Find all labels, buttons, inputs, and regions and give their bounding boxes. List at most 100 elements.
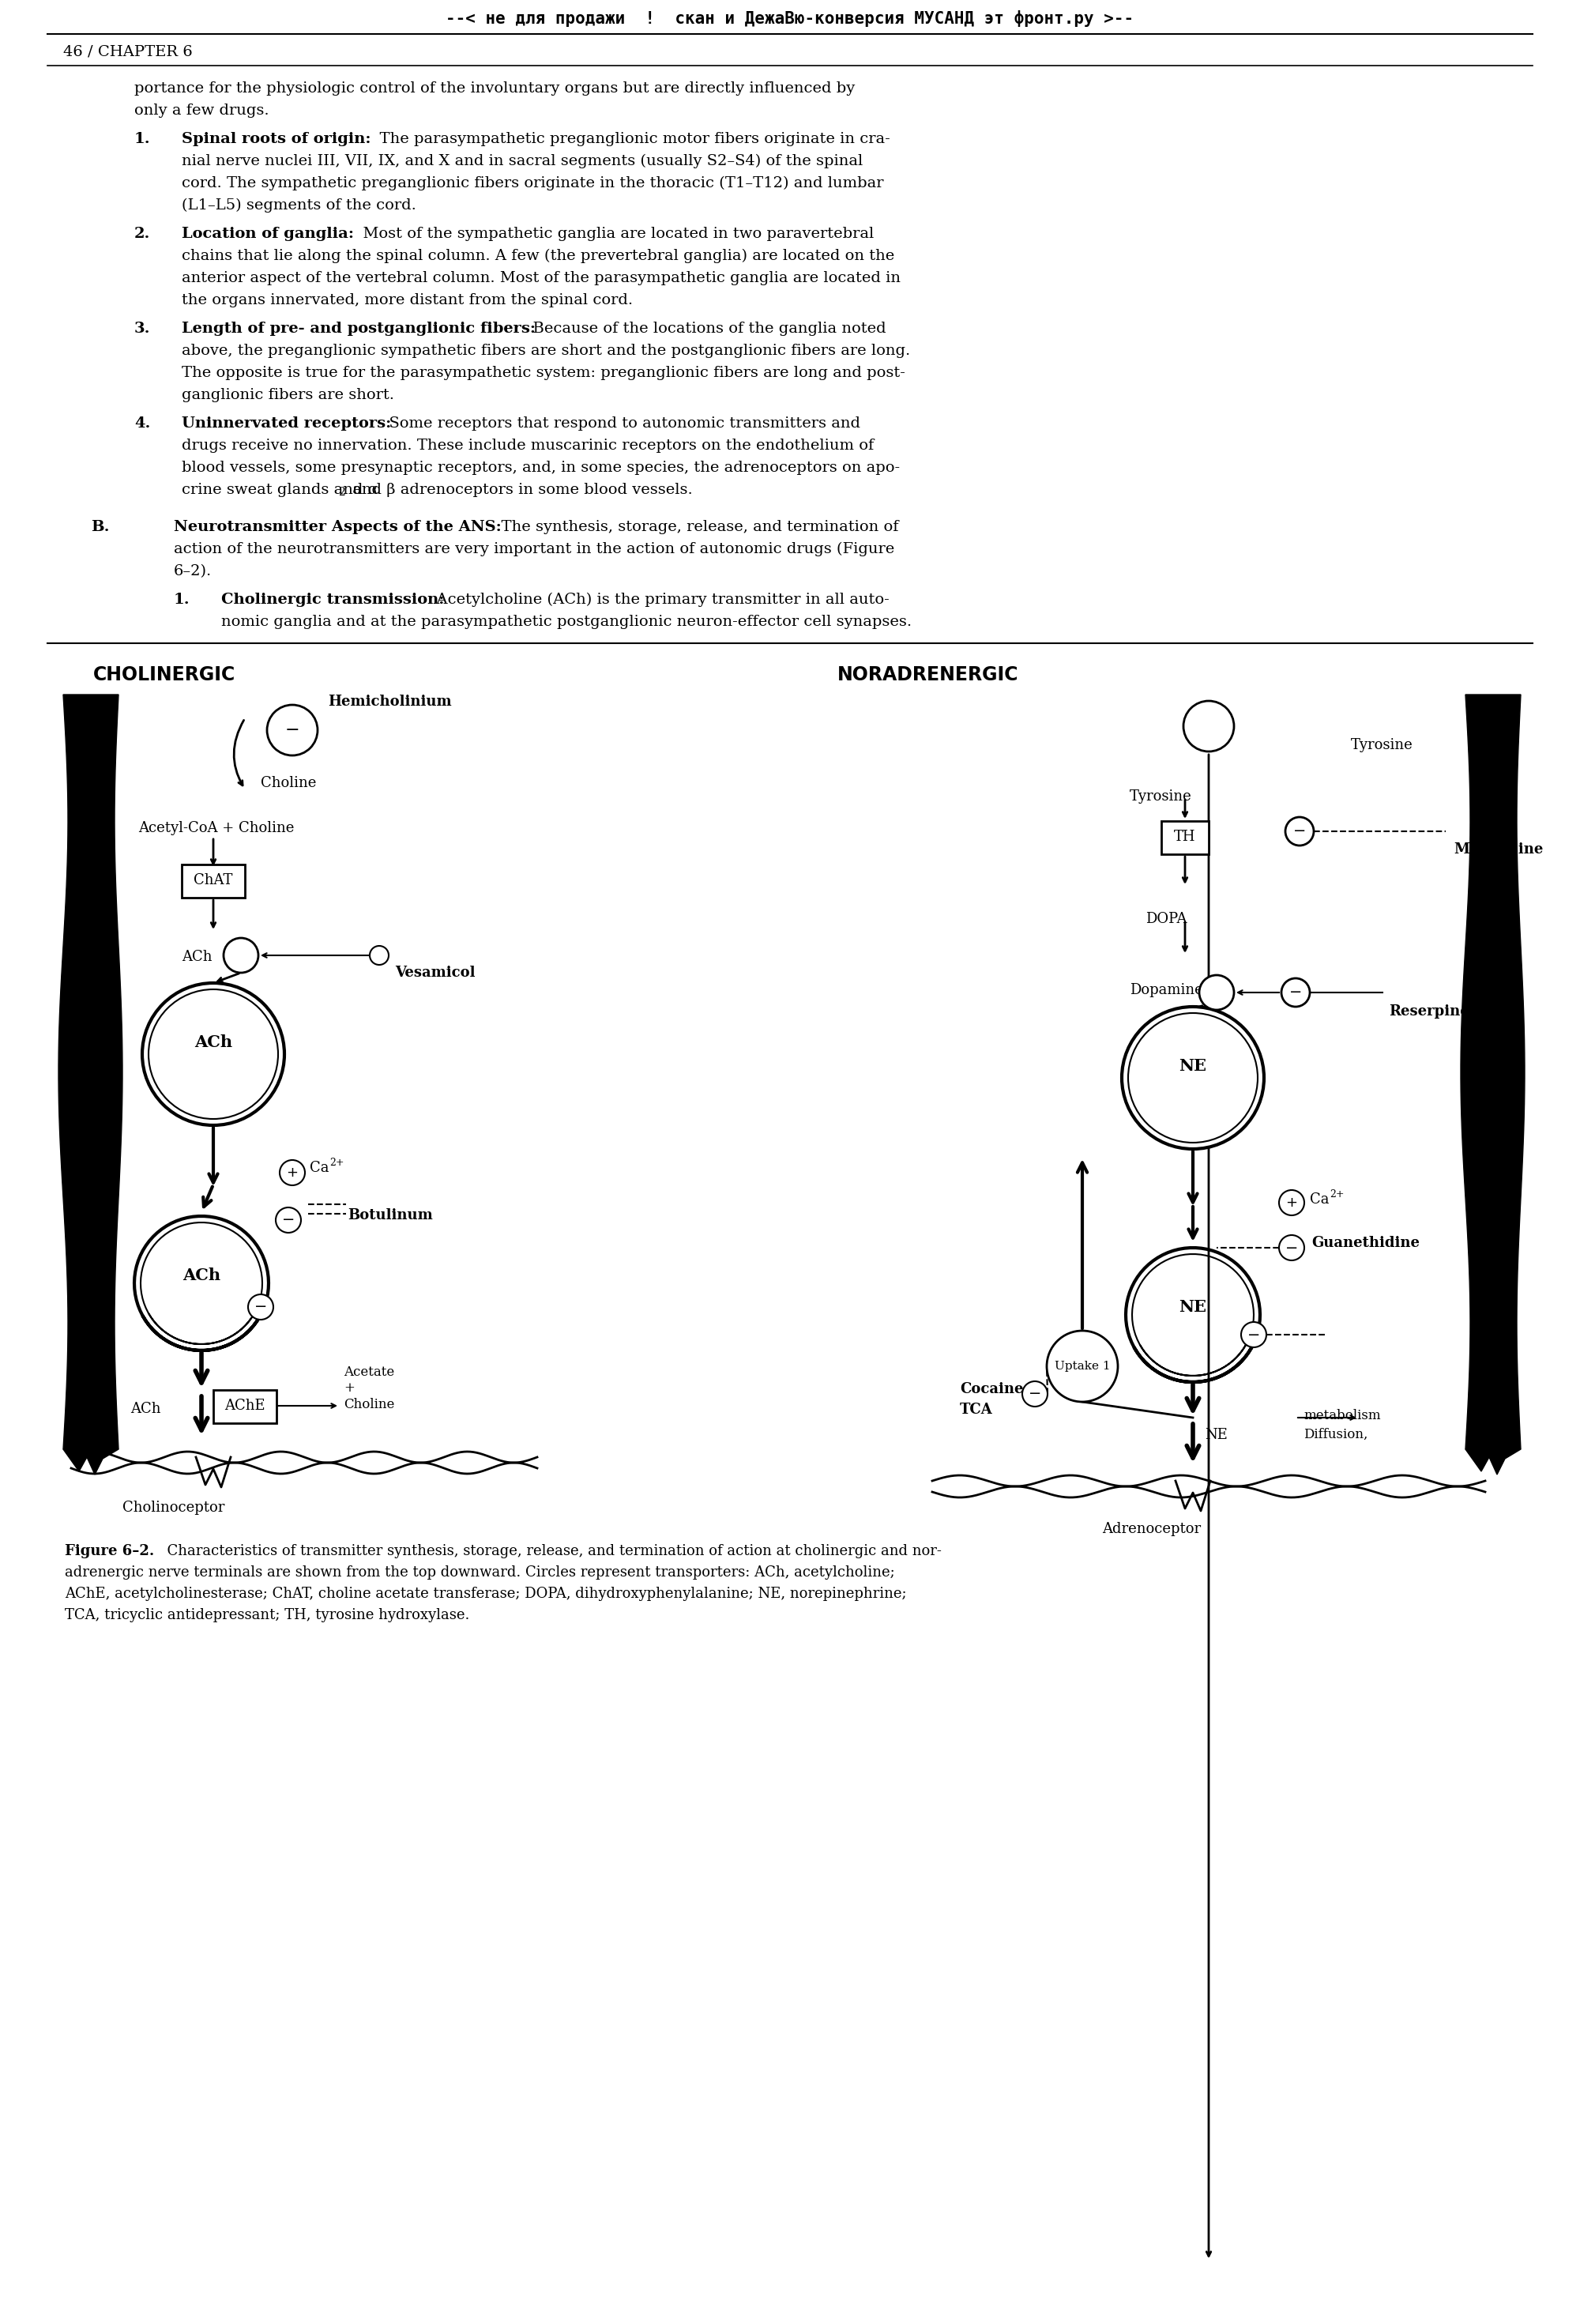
- Text: Acetylcholine (ACh) is the primary transmitter in all auto-: Acetylcholine (ACh) is the primary trans…: [427, 593, 890, 607]
- Text: NORADRENERGIC: NORADRENERGIC: [837, 665, 1019, 683]
- Text: Tyrosine: Tyrosine: [1351, 739, 1413, 753]
- Circle shape: [224, 939, 259, 974]
- Circle shape: [248, 1294, 273, 1320]
- Text: NE: NE: [1206, 1427, 1228, 1443]
- Text: Neurotransmitter Aspects of the ANS:: Neurotransmitter Aspects of the ANS:: [174, 521, 501, 535]
- Text: Length of pre- and postganglionic fibers:: Length of pre- and postganglionic fibers…: [182, 321, 536, 337]
- Circle shape: [1281, 978, 1310, 1006]
- Text: Spinal roots of origin:: Spinal roots of origin:: [182, 132, 371, 146]
- Text: 6–2).: 6–2).: [174, 565, 212, 579]
- Text: AChE, acetylcholinesterase; ChAT, choline acetate transferase; DOPA, dihydroxyph: AChE, acetylcholinesterase; ChAT, cholin…: [65, 1587, 907, 1601]
- Text: The opposite is true for the parasympathetic system: preganglionic fibers are lo: The opposite is true for the parasympath…: [182, 365, 905, 381]
- Circle shape: [276, 1208, 300, 1232]
- Text: adrenergic nerve terminals are shown from the top downward. Circles represent tr: adrenergic nerve terminals are shown fro…: [65, 1566, 894, 1580]
- Text: −: −: [1289, 985, 1302, 999]
- FancyBboxPatch shape: [182, 865, 245, 897]
- Text: 2: 2: [338, 486, 344, 497]
- Text: B.: B.: [92, 521, 109, 535]
- Circle shape: [1286, 818, 1315, 846]
- Text: +: +: [344, 1380, 354, 1394]
- Circle shape: [1242, 1322, 1267, 1348]
- Text: cord. The sympathetic preganglionic fibers originate in the thoracic (T1–T12) an: cord. The sympathetic preganglionic fibe…: [182, 177, 883, 191]
- Text: Most of the sympathetic ganglia are located in two paravertebral: Most of the sympathetic ganglia are loca…: [354, 228, 874, 242]
- Text: 1.: 1.: [174, 593, 190, 607]
- Polygon shape: [63, 1450, 118, 1473]
- Text: Tyrosine: Tyrosine: [1130, 790, 1191, 804]
- Circle shape: [267, 704, 318, 755]
- Text: only a few drugs.: only a few drugs.: [134, 105, 269, 119]
- Text: ACh: ACh: [130, 1401, 161, 1415]
- Text: anterior aspect of the vertebral column. Most of the parasympathetic ganglia are: anterior aspect of the vertebral column.…: [182, 272, 901, 286]
- Text: 46 / CHAPTER 6: 46 / CHAPTER 6: [63, 44, 193, 60]
- Circle shape: [370, 946, 389, 964]
- Text: −: −: [254, 1299, 267, 1315]
- Text: Acetate: Acetate: [344, 1367, 395, 1378]
- Text: The parasympathetic preganglionic motor fibers originate in cra-: The parasympathetic preganglionic motor …: [370, 132, 890, 146]
- FancyBboxPatch shape: [1161, 820, 1209, 855]
- Text: TH: TH: [1174, 830, 1196, 844]
- Text: Cholinergic transmission:: Cholinergic transmission:: [221, 593, 444, 607]
- Text: Hemicholinium: Hemicholinium: [329, 695, 452, 709]
- Text: action of the neurotransmitters are very important in the action of autonomic dr: action of the neurotransmitters are very…: [174, 541, 894, 555]
- Text: --< не для продажи  !  скан и ДежаВю-конверсия МУСАНД эт фронт.ру >--: --< не для продажи ! скан и ДежаВю-конве…: [446, 9, 1134, 28]
- Text: −: −: [1247, 1327, 1261, 1343]
- Circle shape: [1122, 1006, 1264, 1148]
- Text: Diffusion,: Diffusion,: [1304, 1427, 1368, 1441]
- Text: and β adrenoceptors in some blood vessels.: and β adrenoceptors in some blood vessel…: [348, 483, 692, 497]
- Text: Choline: Choline: [261, 776, 316, 790]
- Text: Characteristics of transmitter synthesis, storage, release, and termination of a: Characteristics of transmitter synthesis…: [158, 1543, 942, 1559]
- Text: drugs receive no innervation. These include muscarinic receptors on the endothel: drugs receive no innervation. These incl…: [182, 439, 874, 453]
- Text: blood vessels, some presynaptic receptors, and, in some species, the adrenocepto: blood vessels, some presynaptic receptor…: [182, 460, 901, 474]
- Text: The synthesis, storage, release, and termination of: The synthesis, storage, release, and ter…: [491, 521, 899, 535]
- Text: portance for the physiologic control of the involuntary organs but are directly : portance for the physiologic control of …: [134, 81, 855, 95]
- Circle shape: [1022, 1380, 1048, 1406]
- Text: Ca: Ca: [1310, 1192, 1329, 1206]
- Circle shape: [280, 1160, 305, 1185]
- Text: Guanethidine: Guanethidine: [1311, 1236, 1419, 1250]
- Text: nial nerve nuclei III, VII, IX, and X and in sacral segments (usually S2–S4) of : nial nerve nuclei III, VII, IX, and X an…: [182, 153, 863, 170]
- Text: Some receptors that respond to autonomic transmitters and: Some receptors that respond to autonomic…: [379, 416, 860, 430]
- Text: Because of the locations of the ganglia noted: Because of the locations of the ganglia …: [523, 321, 886, 337]
- Text: CHOLINERGIC: CHOLINERGIC: [93, 665, 235, 683]
- Text: 2+: 2+: [1330, 1190, 1345, 1199]
- Text: Cocaine,: Cocaine,: [961, 1383, 1029, 1397]
- Text: TCA: TCA: [961, 1404, 992, 1418]
- Text: 2.: 2.: [134, 228, 150, 242]
- Polygon shape: [58, 695, 122, 1450]
- Text: ganglionic fibers are short.: ganglionic fibers are short.: [182, 388, 395, 402]
- Text: ChAT: ChAT: [194, 874, 232, 888]
- Text: NE: NE: [1179, 1299, 1207, 1315]
- Text: Acetyl-CoA + Choline: Acetyl-CoA + Choline: [139, 820, 294, 834]
- Text: Choline: Choline: [344, 1397, 395, 1411]
- Polygon shape: [1466, 1450, 1520, 1473]
- Text: above, the preganglionic sympathetic fibers are short and the postganglionic fib: above, the preganglionic sympathetic fib…: [182, 344, 910, 358]
- Text: chains that lie along the spinal column. A few (the prevertebral ganglia) are lo: chains that lie along the spinal column.…: [182, 249, 894, 263]
- Text: −: −: [281, 1213, 295, 1227]
- Circle shape: [1046, 1332, 1119, 1401]
- Text: crine sweat glands and α: crine sweat glands and α: [182, 483, 378, 497]
- Text: ACh: ACh: [182, 951, 212, 964]
- Text: Figure 6–2.: Figure 6–2.: [65, 1543, 155, 1559]
- Text: 2+: 2+: [329, 1157, 344, 1169]
- Text: 4.: 4.: [134, 416, 150, 430]
- Text: DOPA: DOPA: [1146, 911, 1187, 927]
- Text: nomic ganglia and at the parasympathetic postganglionic neuron-effector cell syn: nomic ganglia and at the parasympathetic…: [221, 616, 912, 630]
- Text: Metyrosine: Metyrosine: [1454, 841, 1544, 858]
- Text: Reserpine: Reserpine: [1389, 1004, 1469, 1018]
- Circle shape: [1199, 976, 1234, 1011]
- Text: Uninnervated receptors:: Uninnervated receptors:: [182, 416, 392, 430]
- Text: Cholinoceptor: Cholinoceptor: [123, 1501, 224, 1515]
- Circle shape: [1183, 702, 1234, 751]
- Text: AChE: AChE: [224, 1399, 265, 1413]
- Text: Uptake 1: Uptake 1: [1054, 1362, 1111, 1371]
- Circle shape: [1280, 1234, 1305, 1260]
- Text: Location of ganglia:: Location of ganglia:: [182, 228, 354, 242]
- Text: −: −: [1029, 1387, 1041, 1401]
- Text: 3.: 3.: [134, 321, 150, 337]
- Text: TCA, tricyclic antidepressant; TH, tyrosine hydroxylase.: TCA, tricyclic antidepressant; TH, tyros…: [65, 1608, 469, 1622]
- Text: (L1–L5) segments of the cord.: (L1–L5) segments of the cord.: [182, 198, 416, 214]
- Text: the organs innervated, more distant from the spinal cord.: the organs innervated, more distant from…: [182, 293, 634, 307]
- Text: −: −: [1292, 823, 1307, 839]
- Text: Adrenoceptor: Adrenoceptor: [1103, 1522, 1201, 1536]
- Text: +: +: [286, 1167, 299, 1181]
